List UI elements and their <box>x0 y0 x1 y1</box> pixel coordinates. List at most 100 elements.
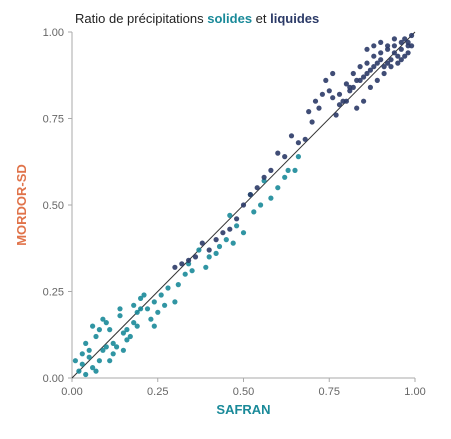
data-point-solides <box>206 254 212 260</box>
data-point-solides <box>165 285 171 291</box>
data-point-solides <box>182 271 188 277</box>
data-point-solides <box>151 323 157 329</box>
data-point-liquides <box>336 102 343 108</box>
data-point-solides <box>127 333 133 340</box>
y-tick-label: 1.00 <box>43 27 64 39</box>
axis-ticks: 0.00 0.25 0.50 0.75 1.00 0.00 0.25 0.50 0.75 1.00 <box>43 27 426 398</box>
data-point-liquides <box>254 185 260 191</box>
data-point-solides <box>196 247 202 253</box>
data-point-solides <box>72 358 78 364</box>
data-point-liquides <box>361 98 367 104</box>
data-point-liquides <box>350 84 356 90</box>
data-point-liquides <box>391 43 397 49</box>
data-point-liquides <box>391 36 397 42</box>
y-axis-label: MORDOR-SD <box>14 164 29 246</box>
data-point-liquides <box>302 136 308 142</box>
x-tick-label: 0.75 <box>319 386 340 398</box>
data-point-solides <box>175 282 181 288</box>
data-point-liquides <box>261 174 267 180</box>
data-point-solides <box>138 295 144 301</box>
data-point-solides <box>292 167 298 173</box>
y-tick-label: 0.50 <box>43 200 64 212</box>
data-point-liquides <box>326 88 332 94</box>
data-point-liquides <box>247 192 253 198</box>
data-point-solides <box>258 202 264 208</box>
data-point-liquides <box>316 105 322 111</box>
data-point-liquides <box>172 264 178 270</box>
data-point-liquides <box>357 77 363 83</box>
data-point-solides <box>79 351 85 357</box>
y-tick-label: 0.75 <box>43 114 64 126</box>
data-point-liquides <box>312 98 319 104</box>
data-point-liquides <box>179 261 185 267</box>
data-point-solides <box>86 354 92 360</box>
data-point-solides <box>148 316 154 322</box>
chart-title: Ratio de précipitations solides et liqui… <box>75 11 319 26</box>
data-point-solides <box>107 327 113 333</box>
data-point-liquides <box>391 50 397 56</box>
data-point-liquides <box>268 167 274 173</box>
y-tick-label: 0.25 <box>43 287 64 299</box>
data-point-liquides <box>206 247 212 253</box>
data-point-solides <box>90 365 96 371</box>
data-point-solides <box>86 347 92 353</box>
data-point-solides <box>117 313 123 319</box>
data-point-solides <box>120 347 126 353</box>
data-point-solides <box>151 299 157 305</box>
data-point-solides <box>110 340 116 346</box>
data-point-solides <box>240 230 247 236</box>
data-point-solides <box>124 327 130 333</box>
data-point-liquides <box>343 98 349 104</box>
data-point-solides <box>227 212 233 218</box>
data-points <box>72 32 415 378</box>
data-point-solides <box>93 333 99 340</box>
x-tick-label: 1.00 <box>404 386 425 398</box>
data-point-solides <box>141 292 147 298</box>
data-point-solides <box>162 302 168 308</box>
data-point-liquides <box>409 32 415 39</box>
data-point-liquides <box>378 57 384 63</box>
title-liquides: liquides <box>270 11 319 26</box>
data-point-liquides <box>374 60 380 66</box>
y-tick-label: 0.00 <box>43 373 64 385</box>
data-point-solides <box>134 309 140 315</box>
data-point-solides <box>251 209 257 215</box>
data-point-solides <box>234 223 240 229</box>
data-point-solides <box>134 323 140 329</box>
data-point-liquides <box>350 70 356 77</box>
data-point-solides <box>268 195 274 201</box>
data-point-liquides <box>378 39 384 46</box>
data-point-liquides <box>385 60 391 66</box>
data-point-liquides <box>371 53 377 59</box>
data-point-solides <box>79 361 85 367</box>
data-point-liquides <box>388 57 394 63</box>
data-point-solides <box>203 264 209 270</box>
data-point-liquides <box>398 39 404 46</box>
data-point-solides <box>275 185 281 191</box>
data-point-solides <box>131 320 137 326</box>
data-point-solides <box>83 340 89 346</box>
data-point-solides <box>90 323 96 329</box>
data-point-solides <box>100 316 106 322</box>
data-point-solides <box>285 167 291 173</box>
data-point-liquides <box>319 91 325 97</box>
data-point-liquides <box>336 91 343 97</box>
data-point-solides <box>223 237 229 243</box>
data-point-liquides <box>186 257 192 263</box>
data-point-liquides <box>295 140 301 146</box>
data-point-liquides <box>374 77 380 83</box>
data-point-solides <box>158 292 164 298</box>
data-point-liquides <box>330 95 336 101</box>
data-point-liquides <box>234 216 240 222</box>
data-point-liquides <box>395 53 401 59</box>
data-point-liquides <box>388 64 394 70</box>
data-point-solides <box>172 299 178 305</box>
data-point-liquides <box>343 81 349 87</box>
data-point-liquides <box>357 64 363 70</box>
data-point-liquides <box>192 254 199 260</box>
data-point-solides <box>230 240 236 246</box>
data-point-liquides <box>395 60 401 66</box>
data-point-liquides <box>402 53 408 59</box>
data-point-solides <box>295 154 301 160</box>
